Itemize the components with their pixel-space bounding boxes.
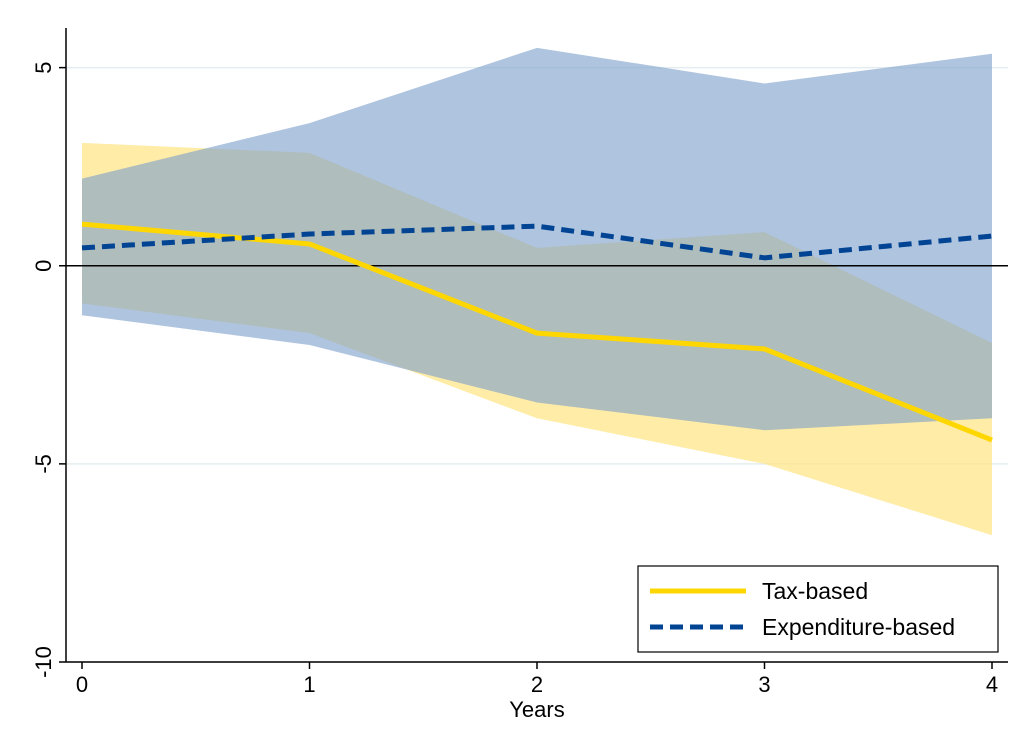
band-expenditure-based <box>82 47 992 431</box>
legend: Tax-based Expenditure-based <box>637 565 999 653</box>
y-tick-label--5: -5 <box>31 454 56 474</box>
y-ticks: 5 0 -5 -10 <box>31 62 66 678</box>
y-tick-label-0: 0 <box>31 260 56 272</box>
x-tick-label-1: 1 <box>303 672 315 697</box>
legend-items: Tax-based Expenditure-based <box>650 578 955 640</box>
line-expenditure-based <box>81 223 993 261</box>
y-tick-label-5: 5 <box>31 62 56 74</box>
x-ticks: 0 1 2 3 4 <box>76 662 998 697</box>
series-lines <box>81 221 993 443</box>
legend-label-expenditure-based: Expenditure-based <box>762 614 955 640</box>
legend-box <box>637 565 999 653</box>
x-tick-label-4: 4 <box>986 672 998 697</box>
x-tick-label-2: 2 <box>531 672 543 697</box>
x-tick-label-3: 3 <box>758 672 770 697</box>
confidence-bands <box>82 47 992 536</box>
y-tick-label--10: -10 <box>31 646 56 678</box>
x-tick-label-0: 0 <box>76 672 88 697</box>
x-axis-title: Years <box>509 697 564 722</box>
legend-label-tax-based: Tax-based <box>762 578 868 604</box>
